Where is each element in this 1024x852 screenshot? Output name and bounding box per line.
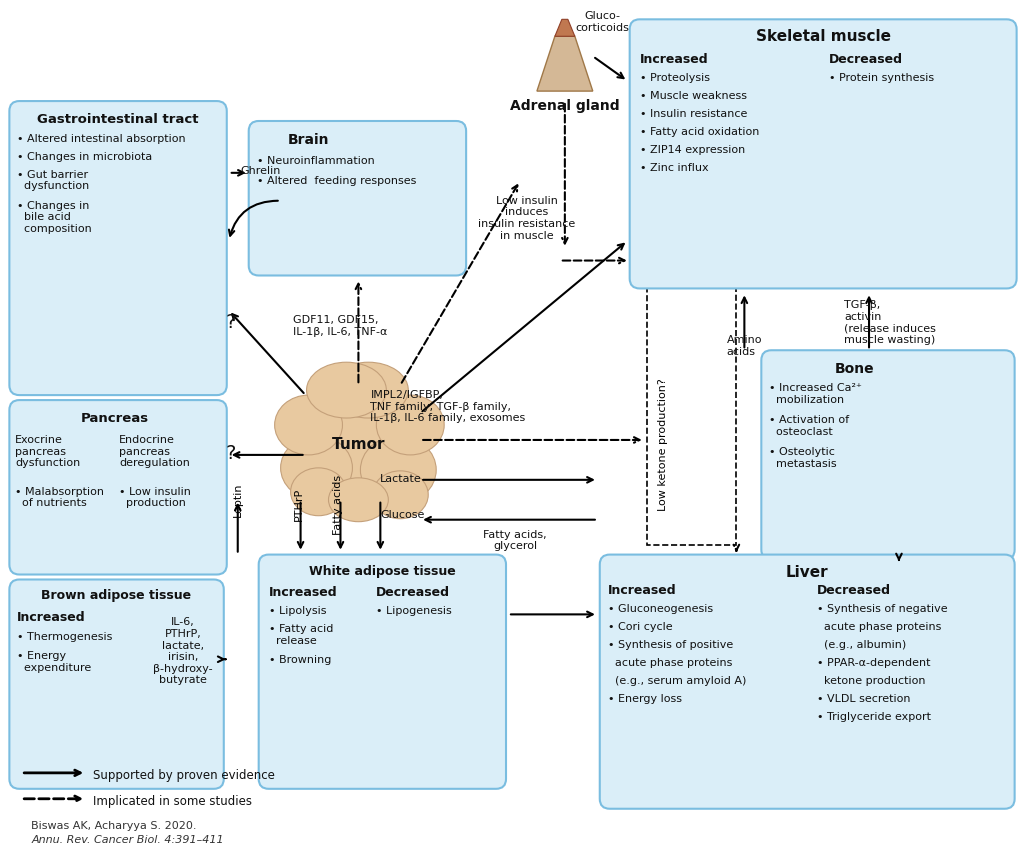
Text: • Proteolysis: • Proteolysis	[640, 73, 710, 83]
Text: • Fatty acid
  release: • Fatty acid release	[268, 625, 333, 646]
Ellipse shape	[306, 362, 386, 418]
Text: Gastrointestinal tract: Gastrointestinal tract	[37, 113, 199, 126]
Text: • Fatty acid oxidation: • Fatty acid oxidation	[640, 127, 759, 137]
Text: Exocrine
pancreas
dysfunction: Exocrine pancreas dysfunction	[15, 435, 81, 468]
Text: Decreased: Decreased	[377, 586, 451, 600]
Text: Increased: Increased	[268, 586, 337, 600]
Text: Pancreas: Pancreas	[81, 412, 150, 425]
Text: • Activation of
  osteoclast: • Activation of osteoclast	[769, 415, 850, 436]
FancyBboxPatch shape	[761, 350, 1015, 560]
Text: Glucose: Glucose	[380, 509, 425, 520]
Text: Brain: Brain	[288, 133, 330, 147]
Text: Leptin: Leptin	[232, 482, 243, 517]
Text: acute phase proteins: acute phase proteins	[607, 659, 732, 668]
Ellipse shape	[281, 436, 352, 500]
Text: Increased: Increased	[640, 53, 709, 66]
FancyBboxPatch shape	[9, 579, 224, 789]
Text: • Changes in microbiota: • Changes in microbiota	[17, 152, 153, 162]
Ellipse shape	[373, 471, 428, 519]
Ellipse shape	[377, 395, 444, 455]
Text: Skeletal muscle: Skeletal muscle	[756, 29, 891, 44]
Text: • ZIP14 expression: • ZIP14 expression	[640, 145, 744, 155]
Text: White adipose tissue: White adipose tissue	[309, 565, 456, 578]
Text: Endocrine
pancreas
deregulation: Endocrine pancreas deregulation	[119, 435, 189, 468]
Text: Implicated in some studies: Implicated in some studies	[93, 795, 252, 808]
Text: Brown adipose tissue: Brown adipose tissue	[41, 590, 191, 602]
Bar	[646, 101, 736, 544]
Text: • Energy
  expenditure: • Energy expenditure	[17, 651, 91, 673]
FancyBboxPatch shape	[600, 555, 1015, 809]
Text: • Increased Ca²⁺
  mobilization: • Increased Ca²⁺ mobilization	[769, 383, 862, 405]
Text: • Energy loss: • Energy loss	[607, 694, 682, 704]
Text: Decreased: Decreased	[829, 53, 903, 66]
Text: • Malabsorption
  of nutrients: • Malabsorption of nutrients	[15, 486, 104, 509]
Text: Low insulin
induces
insulin resistance
in muscle: Low insulin induces insulin resistance i…	[478, 196, 575, 240]
Ellipse shape	[291, 468, 346, 515]
Text: • Gut barrier
  dysfunction: • Gut barrier dysfunction	[17, 170, 89, 192]
Text: • Insulin resistance: • Insulin resistance	[640, 109, 748, 119]
Text: • Gluconeogenesis: • Gluconeogenesis	[607, 604, 713, 614]
Text: ketone production: ketone production	[817, 676, 926, 686]
FancyBboxPatch shape	[630, 20, 1017, 289]
Text: Lactate: Lactate	[380, 474, 422, 484]
FancyBboxPatch shape	[249, 121, 466, 275]
Ellipse shape	[329, 478, 388, 521]
Text: acute phase proteins: acute phase proteins	[817, 622, 941, 632]
Text: • Neuroinflammation: • Neuroinflammation	[257, 156, 375, 166]
Text: (e.g., albumin): (e.g., albumin)	[817, 641, 906, 650]
Ellipse shape	[274, 395, 342, 455]
Text: • Altered intestinal absorption: • Altered intestinal absorption	[17, 134, 186, 144]
Text: • Changes in
  bile acid
  composition: • Changes in bile acid composition	[17, 201, 92, 234]
Text: • Low insulin
  production: • Low insulin production	[119, 486, 190, 509]
Text: • Thermogenesis: • Thermogenesis	[17, 632, 113, 642]
Text: • Triglyceride export: • Triglyceride export	[817, 712, 931, 722]
Text: Gluco-
corticoids: Gluco- corticoids	[575, 11, 630, 33]
Text: • Lipogenesis: • Lipogenesis	[377, 607, 453, 616]
Ellipse shape	[301, 389, 417, 492]
Polygon shape	[537, 37, 593, 91]
Text: Biswas AK, Acharyya S. 2020.: Biswas AK, Acharyya S. 2020.	[32, 820, 197, 831]
Text: • Altered  feeding responses: • Altered feeding responses	[257, 176, 416, 186]
Text: ?: ?	[225, 313, 236, 331]
Ellipse shape	[360, 436, 436, 504]
Text: Annu. Rev. Cancer Biol. 4:391–411: Annu. Rev. Cancer Biol. 4:391–411	[32, 835, 224, 844]
Text: Bone: Bone	[835, 362, 873, 377]
Text: Liver: Liver	[785, 565, 828, 579]
Text: • VLDL secretion: • VLDL secretion	[817, 694, 910, 704]
Text: • Lipolysis: • Lipolysis	[268, 607, 327, 616]
Text: Fatty acids: Fatty acids	[334, 475, 343, 535]
Text: Supported by proven evidence: Supported by proven evidence	[93, 769, 275, 782]
FancyBboxPatch shape	[259, 555, 506, 789]
Text: Adrenal gland: Adrenal gland	[510, 99, 620, 113]
Text: Low ketone production?: Low ketone production?	[657, 378, 668, 511]
FancyBboxPatch shape	[9, 101, 226, 395]
Text: • Cori cycle: • Cori cycle	[607, 622, 673, 632]
Polygon shape	[555, 20, 574, 37]
Text: IMPL2/IGFBP,
TNF family, TGF-β family,
IL-1β, IL-6 family, exosomes: IMPL2/IGFBP, TNF family, TGF-β family, I…	[371, 390, 525, 423]
Text: • PPAR-α-dependent: • PPAR-α-dependent	[817, 659, 931, 668]
Text: Decreased: Decreased	[817, 584, 891, 597]
Text: Increased: Increased	[607, 584, 677, 597]
Text: Increased: Increased	[17, 612, 86, 625]
Text: • Osteolytic
  metastasis: • Osteolytic metastasis	[769, 447, 837, 469]
Text: • Synthesis of negative: • Synthesis of negative	[817, 604, 948, 614]
Text: Fatty acids,
glycerol: Fatty acids, glycerol	[483, 530, 547, 551]
Text: (e.g., serum amyloid A): (e.g., serum amyloid A)	[607, 676, 746, 686]
Text: • Protein synthesis: • Protein synthesis	[829, 73, 934, 83]
Text: Ghrelin: Ghrelin	[241, 166, 282, 176]
Text: ?: ?	[225, 445, 236, 463]
FancyBboxPatch shape	[9, 400, 226, 574]
Text: • Zinc influx: • Zinc influx	[640, 163, 709, 173]
Text: IL-6,
PTHrP,
lactate,
irisin,
β-hydroxy-
butyrate: IL-6, PTHrP, lactate, irisin, β-hydroxy-…	[153, 618, 213, 685]
Text: Amino
acids: Amino acids	[726, 336, 762, 357]
Text: • Muscle weakness: • Muscle weakness	[640, 91, 746, 101]
Text: • Browning: • Browning	[268, 655, 331, 665]
Text: PTHrP: PTHrP	[294, 488, 303, 521]
Ellipse shape	[329, 362, 409, 418]
Text: GDF11, GDF15,
IL-1β, IL-6, TNF-α: GDF11, GDF15, IL-1β, IL-6, TNF-α	[293, 315, 387, 337]
Text: • Synthesis of positive: • Synthesis of positive	[607, 641, 733, 650]
Text: Tumor: Tumor	[332, 437, 385, 452]
Text: TGF-β,
activin
(release induces
muscle wasting): TGF-β, activin (release induces muscle w…	[844, 301, 936, 345]
